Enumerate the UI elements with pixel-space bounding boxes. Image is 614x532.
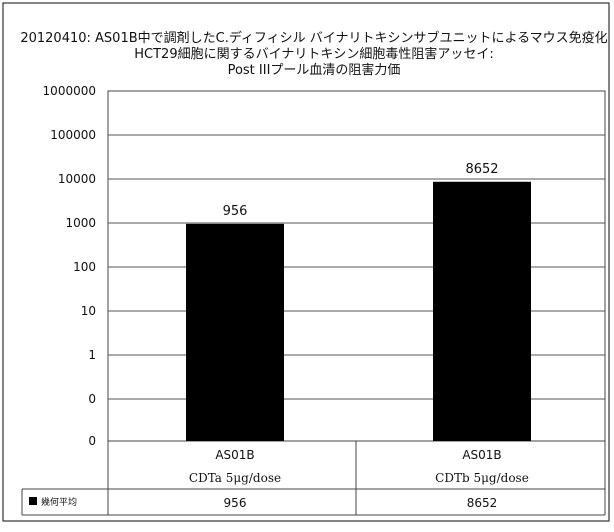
y-tick-label: 0: [88, 392, 96, 406]
chart-title-line-2: HCT29細胞に関するバイナリトキシン細胞毒性阻害アッセイ:: [134, 46, 493, 62]
category-table: [21, 441, 606, 516]
y-tick-label: 100000: [50, 128, 96, 142]
legend-swatch: [29, 497, 37, 505]
category-label-1: AS01B: [215, 448, 254, 462]
chart-title-line-1: 20120410: AS01B中で調剤したC.ディフィシル バイナリトキシンサブ…: [20, 30, 607, 46]
y-tick-label: 10: [81, 304, 96, 318]
chart-title-line-3: Post IIIプール血清の阻害力価: [228, 62, 401, 78]
y-tick-label: 1000000: [43, 84, 96, 98]
y-tick-label: 10000: [58, 172, 96, 186]
table-value: 8652: [467, 496, 498, 510]
bar: [433, 181, 531, 441]
data-label: 8652: [465, 162, 498, 177]
y-axis: 1000000 100000 10000 1000 100 10 1 0 0: [43, 84, 96, 448]
legend-label: 幾何平均: [41, 496, 77, 508]
bar: [186, 223, 284, 441]
y-tick-label: 1000: [65, 216, 96, 230]
category-label-2: CDTb 5μg/dose: [435, 471, 529, 485]
category-label-2: CDTa 5μg/dose: [189, 471, 281, 485]
table-value: 956: [224, 496, 247, 510]
bar-series: [186, 181, 531, 441]
y-tick-label: 0: [88, 434, 96, 448]
y-tick-label: 100: [73, 260, 96, 274]
data-label: 956: [223, 204, 248, 219]
category-label-1: AS01B: [462, 448, 501, 462]
y-tick-label: 1: [88, 348, 96, 362]
